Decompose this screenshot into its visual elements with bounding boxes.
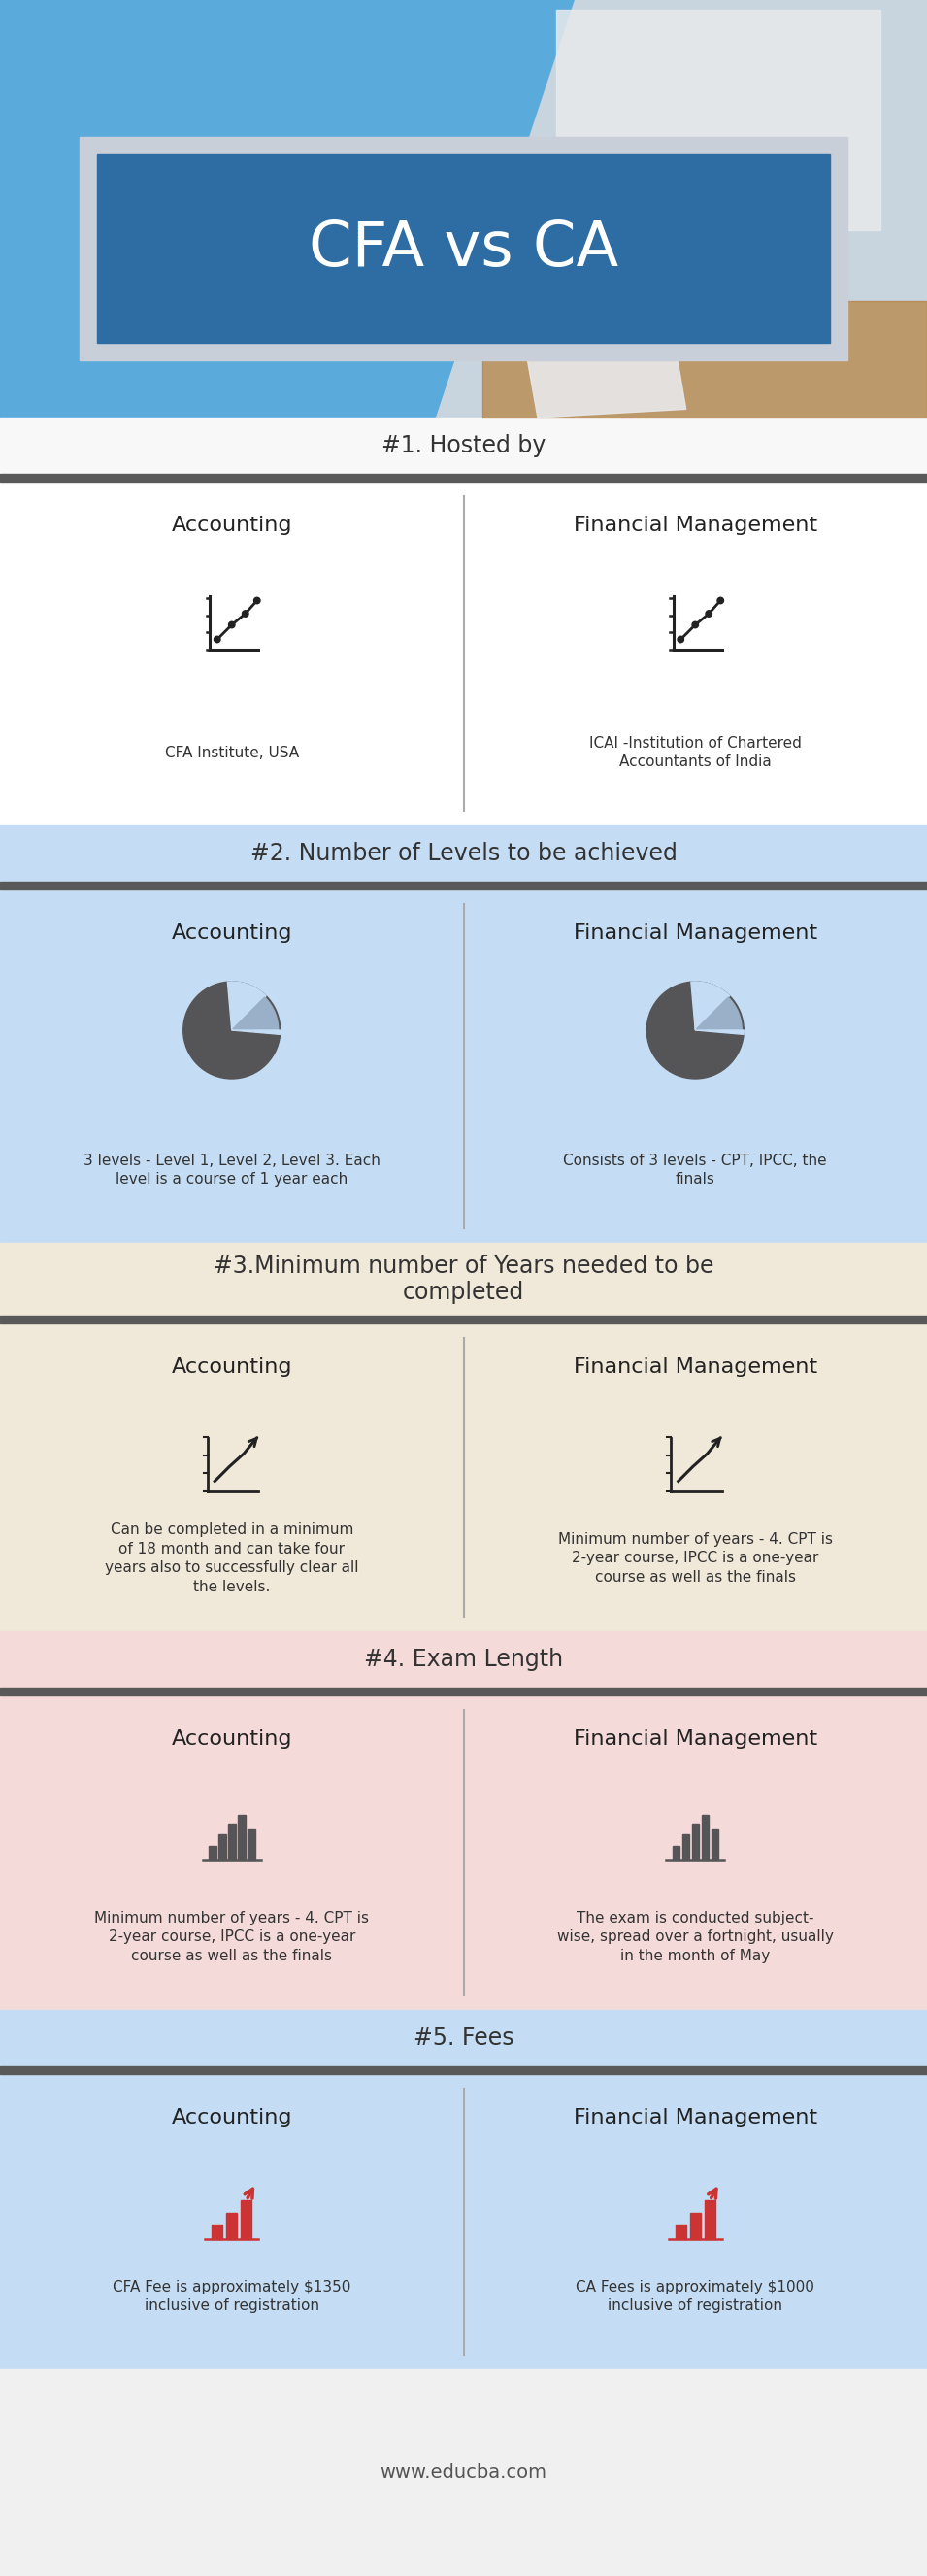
Text: www.educba.com: www.educba.com [380, 2463, 547, 2481]
Text: CFA Fee is approximately $1350
inclusive of registration: CFA Fee is approximately $1350 inclusive… [113, 2280, 350, 2313]
Bar [0, 2066, 927, 2074]
Circle shape [254, 598, 260, 603]
Bar [0, 474, 927, 482]
Circle shape [705, 611, 712, 616]
Bar [676, 2226, 686, 2239]
Circle shape [242, 611, 248, 616]
Bar [0, 1324, 927, 1631]
Bar [0, 1242, 927, 1316]
Text: Accounting: Accounting [171, 1358, 292, 1376]
Wedge shape [691, 981, 695, 1030]
Polygon shape [0, 0, 575, 417]
Circle shape [214, 636, 221, 641]
Wedge shape [695, 981, 730, 1030]
Text: Accounting: Accounting [171, 1728, 292, 1749]
Bar [0, 1631, 927, 1687]
Text: #1. Hosted by: #1. Hosted by [381, 433, 546, 459]
Bar [248, 1829, 255, 1860]
Circle shape [678, 636, 684, 641]
FancyBboxPatch shape [80, 137, 847, 361]
Polygon shape [482, 301, 927, 417]
Wedge shape [227, 981, 232, 1030]
Text: #3.Minimum number of Years needed to be
completed: #3.Minimum number of Years needed to be … [213, 1255, 714, 1303]
Circle shape [692, 621, 698, 629]
Circle shape [717, 598, 724, 603]
Text: Financial Management: Financial Management [574, 1358, 817, 1376]
Text: Accounting: Accounting [171, 515, 292, 536]
Text: Consists of 3 levels - CPT, IPCC, the
finals: Consists of 3 levels - CPT, IPCC, the fi… [564, 1154, 827, 1188]
Text: Accounting: Accounting [171, 2107, 292, 2128]
Circle shape [229, 621, 235, 629]
Text: ICAI -Institution of Chartered
Accountants of India: ICAI -Institution of Chartered Accountan… [589, 737, 802, 770]
Text: Can be completed in a minimum
of 18 month and can take four
years also to succes: Can be completed in a minimum of 18 mont… [105, 1522, 359, 1595]
Text: Minimum number of years - 4. CPT is
2-year course, IPCC is a one-year
course as : Minimum number of years - 4. CPT is 2-ye… [558, 1533, 832, 1584]
Bar [0, 482, 927, 824]
Wedge shape [695, 1030, 743, 1036]
Wedge shape [232, 997, 278, 1030]
Bar [0, 881, 927, 889]
Text: CFA Institute, USA: CFA Institute, USA [165, 744, 298, 760]
Bar [0, 824, 927, 881]
Text: #5. Fees: #5. Fees [413, 2027, 514, 2050]
Bar [705, 2200, 715, 2239]
Text: CFA vs CA: CFA vs CA [309, 219, 618, 278]
Bar [0, 889, 927, 1242]
Bar [0, 1695, 927, 2009]
Text: The exam is conducted subject-
wise, spread over a fortnight, usually
in the mon: The exam is conducted subject- wise, spr… [557, 1911, 833, 1963]
Polygon shape [519, 301, 686, 417]
Wedge shape [232, 1030, 280, 1036]
Text: #4. Exam Length: #4. Exam Length [364, 1649, 563, 1672]
FancyBboxPatch shape [97, 155, 830, 343]
Bar [0, 2009, 927, 2066]
Text: Accounting: Accounting [171, 922, 292, 943]
Text: Minimum number of years - 4. CPT is
2-year course, IPCC is a one-year
course as : Minimum number of years - 4. CPT is 2-ye… [95, 1911, 369, 1963]
Polygon shape [436, 0, 927, 417]
Bar [0, 2074, 927, 2370]
Wedge shape [647, 981, 743, 1079]
Wedge shape [184, 981, 280, 1079]
Bar [672, 1847, 679, 1860]
Bar [228, 1824, 235, 1860]
Bar [702, 1814, 708, 1860]
Bar [682, 1834, 689, 1860]
Wedge shape [232, 981, 266, 1030]
Bar [241, 2200, 251, 2239]
Bar [711, 1829, 718, 1860]
Wedge shape [695, 997, 742, 1030]
Text: CA Fees is approximately $1000
inclusive of registration: CA Fees is approximately $1000 inclusive… [576, 2280, 815, 2313]
Bar [0, 417, 927, 474]
Text: #2. Number of Levels to be achieved: #2. Number of Levels to be achieved [250, 842, 677, 866]
Text: 3 levels - Level 1, Level 2, Level 3. Each
level is a course of 1 year each: 3 levels - Level 1, Level 2, Level 3. Ea… [83, 1154, 380, 1188]
Bar [0, 1687, 927, 1695]
Text: Financial Management: Financial Management [574, 1728, 817, 1749]
Text: Financial Management: Financial Management [574, 2107, 817, 2128]
Bar [238, 1814, 245, 1860]
Bar [0, 1316, 927, 1324]
Bar [226, 2213, 237, 2239]
Bar [692, 1824, 699, 1860]
Text: Financial Management: Financial Management [574, 515, 817, 536]
Text: Financial Management: Financial Management [574, 922, 817, 943]
Bar [690, 2213, 701, 2239]
Bar [212, 2226, 222, 2239]
Bar [0, 2370, 927, 2576]
Bar [219, 1834, 225, 1860]
Bar [209, 1847, 216, 1860]
Polygon shape [556, 10, 881, 229]
